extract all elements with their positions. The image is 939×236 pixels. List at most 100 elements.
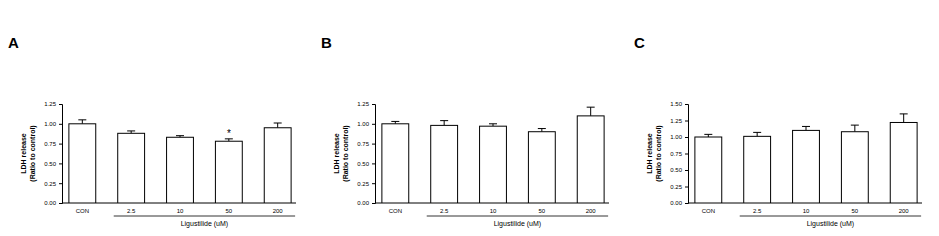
y-tick-label: 0.00 <box>44 200 56 206</box>
group-underline <box>740 216 921 217</box>
y-tick-label: 0.25 <box>670 184 682 190</box>
y-tick-mark <box>59 104 62 105</box>
x-tick: 10 <box>803 203 810 214</box>
bar <box>577 116 604 203</box>
x-tick: 200 <box>899 203 910 214</box>
x-tick-label: 2.5 <box>753 208 762 214</box>
bar <box>431 125 458 203</box>
y-tick-mark <box>685 170 688 171</box>
bar <box>841 132 868 203</box>
y-tick: 0.75 <box>44 141 62 147</box>
y-tick: 0.75 <box>357 141 375 147</box>
error-cap <box>587 107 595 108</box>
error-cap <box>78 119 86 120</box>
y-tick-label: 0.00 <box>670 200 682 206</box>
y-tick-mark <box>372 163 375 164</box>
y-tick-mark <box>372 124 375 125</box>
x-tick-label: 50 <box>538 208 545 214</box>
y-tick-label: 0.75 <box>44 141 56 147</box>
bar <box>382 124 409 203</box>
x-tick-label: CON <box>76 208 89 214</box>
x-tick-label: 2.5 <box>127 208 136 214</box>
bar <box>744 136 771 203</box>
x-group-label: Ligustilide (uM) <box>494 220 541 228</box>
y-axis: 0.000.250.500.751.001.25 <box>357 101 375 206</box>
y-tick-mark <box>685 104 688 105</box>
y-tick: 0.50 <box>357 161 375 167</box>
y-tick-label: 0.75 <box>670 151 682 157</box>
x-tick: 50 <box>851 203 858 214</box>
y-tick: 1.00 <box>44 121 62 127</box>
bar <box>480 126 507 203</box>
y-tick-mark <box>372 144 375 145</box>
y-tick-label: 0.25 <box>44 181 56 187</box>
y-tick-mark <box>372 203 375 204</box>
x-axis: CON2.51050200 <box>62 203 296 214</box>
y-tick-mark <box>372 183 375 184</box>
y-tick-label: 0.50 <box>357 161 369 167</box>
error-cap <box>851 125 859 126</box>
x-group-label: Ligustilide (uM) <box>181 220 228 228</box>
panel: CLDH release(Ratio to control)0.000.250.… <box>634 34 922 228</box>
x-tick-label: 200 <box>586 208 597 214</box>
x-tick-label: 50 <box>851 208 858 214</box>
x-tick: CON <box>76 203 89 214</box>
y-tick: 0.00 <box>670 200 688 206</box>
y-tick-label: 0.25 <box>357 181 369 187</box>
x-axis: CON 2.5 10 50 200 <box>688 203 922 214</box>
plot-area <box>69 120 291 203</box>
y-tick-label: 0.50 <box>670 167 682 173</box>
y-tick-mark <box>685 187 688 188</box>
plot-area <box>382 107 604 203</box>
error-cap <box>900 113 908 114</box>
plot-area <box>695 114 917 203</box>
y-tick: 1.00 <box>670 134 688 140</box>
y-tick-mark <box>685 137 688 138</box>
y-tick: 0.00 <box>44 200 62 206</box>
y-tick: 0.50 <box>44 161 62 167</box>
error-cap <box>704 134 712 135</box>
error-bar <box>590 107 591 116</box>
y-tick-mark <box>59 144 62 145</box>
x-tick: CON <box>389 203 402 214</box>
x-tick: 10 <box>177 203 184 214</box>
y-tick-label: 1.00 <box>670 134 682 140</box>
bar <box>890 122 917 203</box>
x-tick-label: 50 <box>225 208 232 214</box>
y-tick-mark <box>685 154 688 155</box>
y-axis-title: LDH release(Ratio to control) <box>333 125 350 181</box>
bar <box>528 132 555 203</box>
bar <box>215 141 242 203</box>
x-tick-label: CON <box>389 208 402 214</box>
error-cap <box>489 123 497 124</box>
error-cap <box>391 121 399 122</box>
y-tick-mark <box>685 203 688 204</box>
panel: ALDH release(Ratio to control)0.000.250.… <box>8 34 296 228</box>
error-bar <box>903 114 904 123</box>
x-tick-label: 10 <box>803 208 810 214</box>
y-axis-title-line: (Ratio to control) <box>655 125 663 181</box>
error-bar <box>82 120 83 124</box>
y-tick-label: 1.50 <box>670 101 682 107</box>
y-tick: 0.00 <box>357 200 375 206</box>
panel-title: B <box>321 34 332 51</box>
panel-title: A <box>8 34 19 51</box>
y-axis-line <box>372 105 376 204</box>
x-tick-label: 10 <box>177 208 184 214</box>
x-tick-label: CON <box>702 208 715 214</box>
y-tick-mark <box>59 183 62 184</box>
y-axis: 0.000.250.500.751.001.25 <box>44 101 62 206</box>
x-tick-label: 10 <box>490 208 497 214</box>
bar <box>695 137 722 203</box>
x-tick: 2.5 <box>753 203 762 214</box>
bar <box>69 124 96 203</box>
error-cap <box>127 130 135 131</box>
error-bar <box>854 125 855 132</box>
significance-marker: * <box>227 128 231 139</box>
error-cap <box>753 132 761 133</box>
error-bar <box>757 132 758 136</box>
y-tick-mark <box>372 104 375 105</box>
y-tick-label: 1.00 <box>357 121 369 127</box>
y-tick-mark <box>685 121 688 122</box>
error-cap <box>802 126 810 127</box>
